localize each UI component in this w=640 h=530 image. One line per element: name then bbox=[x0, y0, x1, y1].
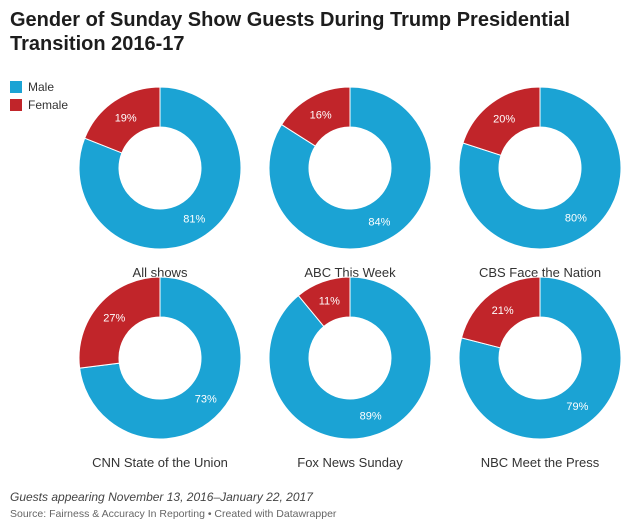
slice-label-abc-this-week-male: 84% bbox=[368, 216, 390, 228]
chart-source: Source: Fairness & Accuracy In Reporting… bbox=[10, 508, 337, 520]
legend-swatch-female bbox=[10, 99, 22, 111]
chart-label-nbc-meet-the-press: NBC Meet the Press bbox=[481, 455, 600, 470]
chart-label-all-shows: All shows bbox=[133, 265, 188, 280]
slice-label-cbs-face-the-nation-male: 80% bbox=[565, 212, 587, 224]
chart-label-fox-news-sunday: Fox News Sunday bbox=[297, 455, 403, 470]
chart-note: Guests appearing November 13, 2016–Janua… bbox=[10, 490, 313, 504]
slice-cnn-state-of-the-union-female bbox=[78, 276, 161, 369]
chart-label-cbs-face-the-nation: CBS Face the Nation bbox=[479, 265, 601, 280]
legend: Male Female bbox=[10, 78, 68, 114]
slice-label-all-shows-male: 81% bbox=[183, 213, 205, 225]
slice-abc-this-week-female bbox=[280, 86, 351, 147]
slice-label-abc-this-week-female: 16% bbox=[310, 110, 332, 122]
donut-abc-this-week: 84% 16% ABC This Week bbox=[268, 86, 432, 280]
slice-label-all-shows-female: 19% bbox=[115, 113, 137, 125]
donut-nbc-meet-the-press: 79% 21% NBC Meet the Press bbox=[458, 276, 622, 470]
slice-fox-news-sunday-female bbox=[297, 276, 351, 328]
slice-label-cbs-face-the-nation-female: 20% bbox=[493, 114, 515, 126]
slice-label-fox-news-sunday-male: 89% bbox=[360, 410, 382, 422]
slice-label-nbc-meet-the-press-female: 21% bbox=[492, 305, 514, 317]
slice-cbs-face-the-nation-male bbox=[458, 86, 622, 250]
donut-fox-news-sunday: 89% 11% Fox News Sunday bbox=[268, 276, 432, 470]
slice-abc-this-week-male bbox=[268, 86, 432, 250]
slice-all-shows-male bbox=[78, 86, 242, 250]
donut-charts-grid: 81% 19% All shows 84% 16% ABC This Week 80% 20%… bbox=[78, 86, 622, 470]
donut-cnn-state-of-the-union: 73% 27% CNN State of the Union bbox=[78, 276, 242, 470]
slice-nbc-meet-the-press-female bbox=[460, 276, 541, 349]
slice-label-fox-news-sunday-female: 11% bbox=[319, 296, 340, 308]
chart-label-abc-this-week: ABC This Week bbox=[304, 265, 396, 280]
slice-cnn-state-of-the-union-male bbox=[79, 276, 242, 440]
legend-item-female: Female bbox=[10, 96, 68, 114]
donut-cbs-face-the-nation: 80% 20% CBS Face the Nation bbox=[458, 86, 622, 280]
donut-all-shows: 81% 19% All shows bbox=[78, 86, 242, 280]
slice-cbs-face-the-nation-female bbox=[462, 86, 541, 156]
legend-label-male: Male bbox=[28, 80, 55, 94]
slice-label-cnn-state-of-the-union-female: 27% bbox=[103, 313, 125, 325]
chart-label-cnn-state-of-the-union: CNN State of the Union bbox=[92, 455, 228, 470]
slice-label-nbc-meet-the-press-male: 79% bbox=[566, 401, 588, 413]
slice-fox-news-sunday-male bbox=[268, 276, 432, 440]
slice-nbc-meet-the-press-male bbox=[458, 276, 622, 440]
legend-item-male: Male bbox=[10, 78, 68, 96]
chart-title: Gender of Sunday Show Guests During Trum… bbox=[10, 9, 571, 55]
legend-label-female: Female bbox=[28, 98, 69, 112]
slice-label-cnn-state-of-the-union-male: 73% bbox=[195, 393, 217, 405]
slice-all-shows-female bbox=[84, 86, 161, 154]
legend-swatch-male bbox=[10, 81, 22, 93]
